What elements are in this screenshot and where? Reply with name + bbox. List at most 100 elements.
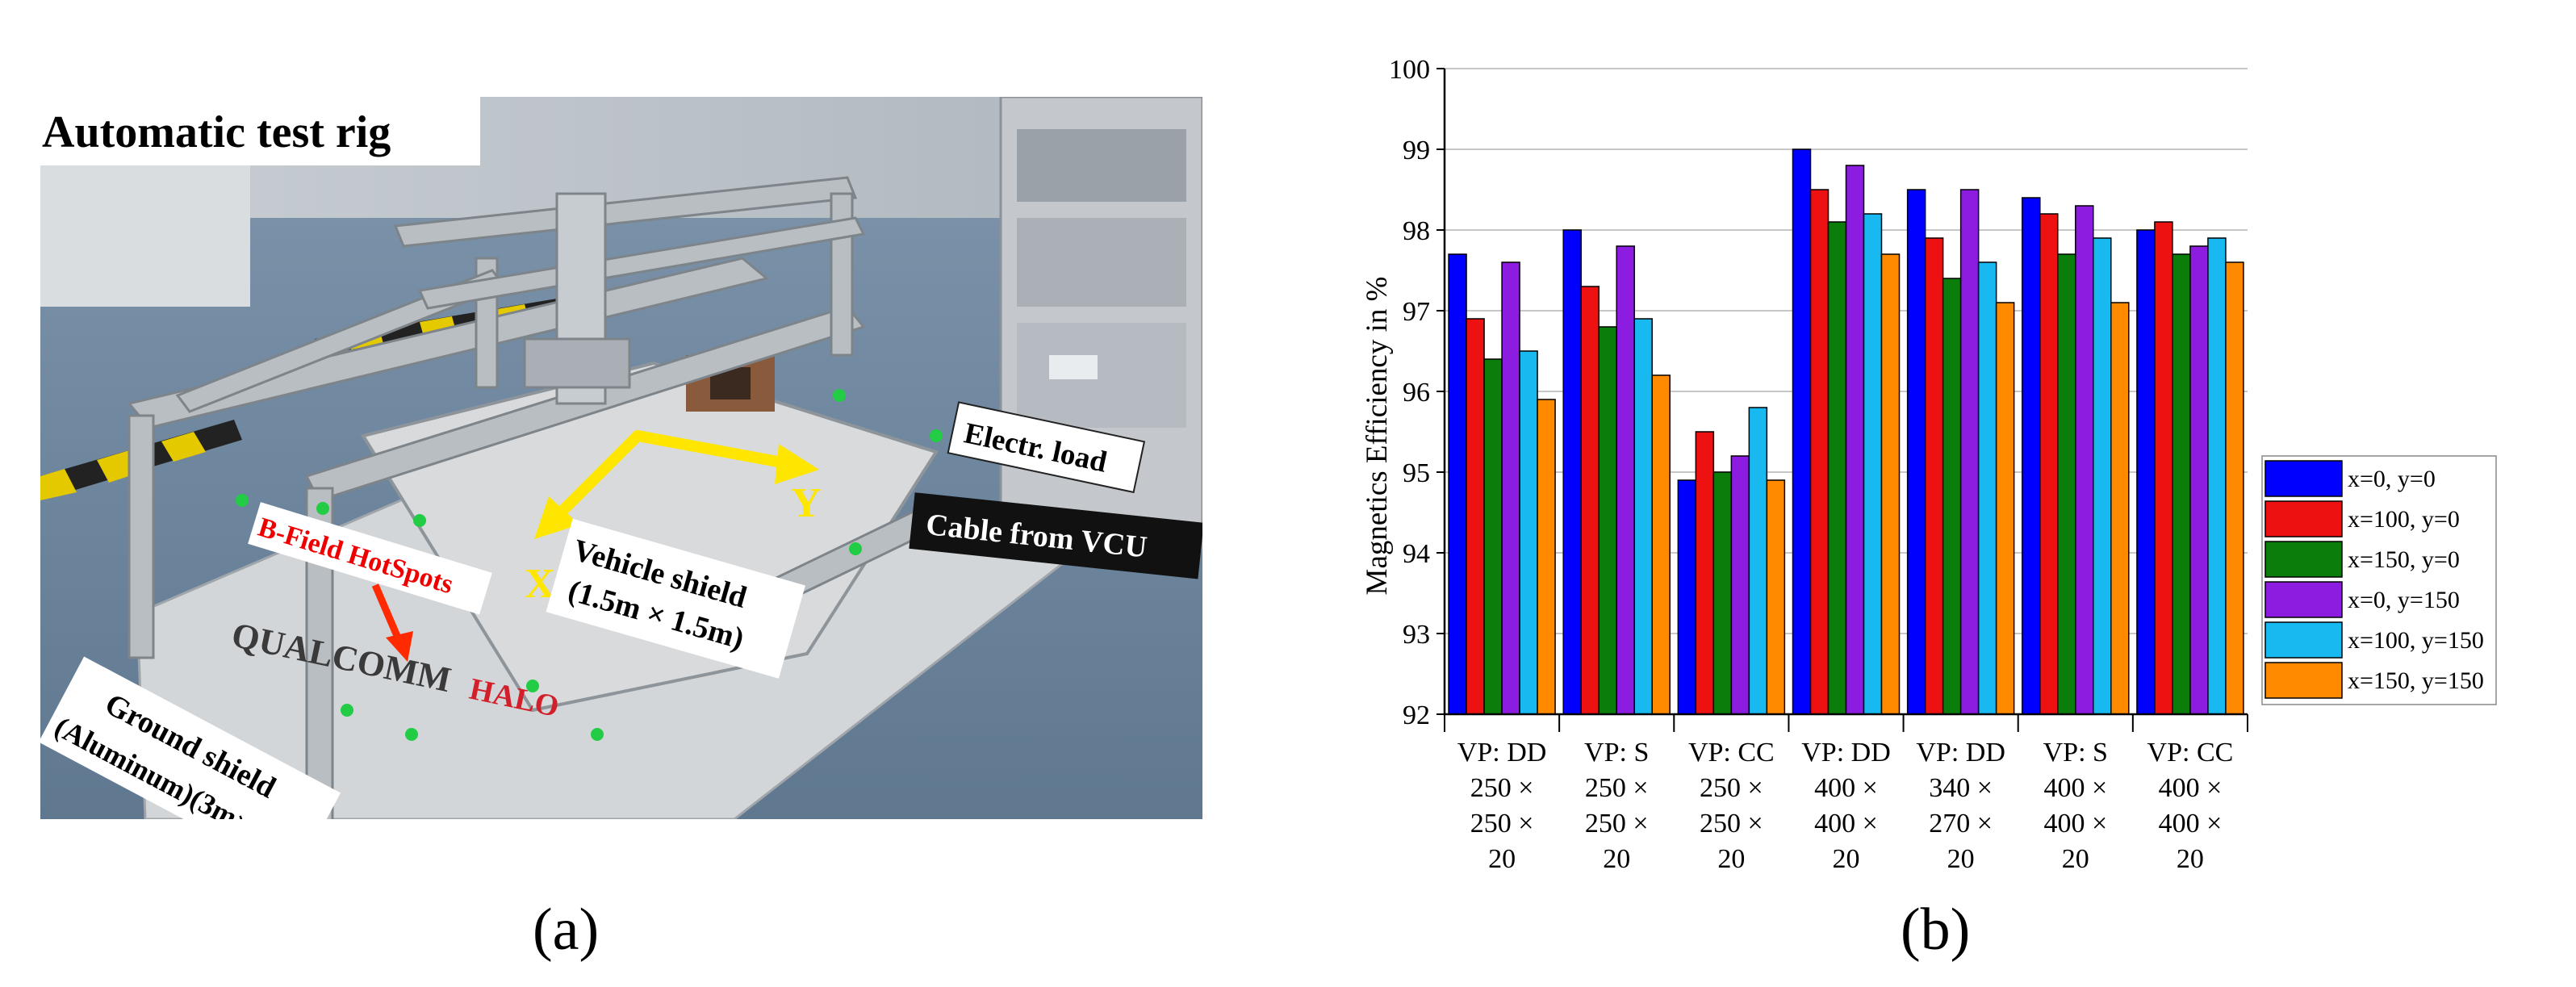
bar [2207,237,2227,715]
bar [1959,189,1980,715]
y-tick-label: 94 [1403,539,1430,569]
y-tick-labels: 92 93 94 95 96 97 98 99 100 [1389,55,1430,730]
bar [1906,189,1926,715]
bar [1712,471,1733,715]
category-label: 400 × [2159,809,2223,839]
axis-y-label: Y [791,480,822,526]
bar [1809,189,1830,715]
bar [1995,302,2015,715]
y-tick-label: 100 [1389,55,1430,85]
category-label: 20 [2177,844,2204,874]
legend: x=0, y=0 x=100, y=0 x=150, y=0 x=0, y=150 x=… [2261,455,2497,705]
panel-label-a: (a) [533,897,600,963]
category-label: 250 × [1585,773,1649,803]
bar [2075,205,2094,715]
category-label: VP: CC [1688,738,1775,767]
y-tick-label: 98 [1403,216,1430,246]
bar [1863,213,1883,715]
y-tick-label: 99 [1403,136,1430,165]
axes [1436,68,2248,732]
bar [2110,302,2130,715]
bars [1448,148,2244,715]
category-label: 400 × [2043,773,2107,803]
y-tick-label: 95 [1403,458,1430,488]
legend-swatch [2264,541,2343,578]
bar [1448,253,1467,715]
category-labels: VP: DD 250 × 250 × 20 VP: S 250 × 250 × 20 VP: C… [1457,738,2234,874]
bar [1537,399,1556,715]
bar [1580,286,1600,715]
y-tick-label: 92 [1403,701,1430,730]
hotspot-arrow [371,583,404,643]
photo-title-box [40,97,480,165]
category-label: VP: CC [2147,738,2234,767]
bar [1792,148,1812,715]
legend-label: x=150, y=150 [2348,667,2484,694]
bar [1827,221,1847,715]
bar [1466,318,1485,715]
photo-title: Automatic test rig [42,107,391,157]
legend-label: x=0, y=0 [2348,466,2436,492]
panel-label-b: (b) [1901,897,1971,963]
legend-label: x=0, y=150 [2348,587,2460,613]
y-arrowhead [775,444,819,484]
legend-swatch [2264,581,2343,618]
cable-callout: Cable from VCU [909,492,1204,579]
category-label: 400 × [2159,773,2223,803]
bar [2154,221,2173,715]
category-label: 340 × [1929,773,1993,803]
bar [2172,253,2191,715]
category-label: 270 × [1929,809,1993,839]
legend-label: x=100, y=0 [2348,506,2460,533]
bar [1616,245,1635,715]
bar [1880,253,1901,715]
bar [1845,165,1865,715]
category-label: VP: DD [1457,738,1547,767]
y-tick-label: 93 [1403,620,1430,650]
legend-swatch [2264,500,2343,537]
legend-label: x=150, y=0 [2348,546,2460,573]
bar [2225,261,2244,715]
bar [1519,350,1538,715]
bar [2136,229,2156,715]
bar [1598,326,1617,715]
category-label: VP: DD [1801,738,1891,767]
y-axis-label: Magnetics Efficiency in % [1361,277,1394,596]
category-label: 400 × [1814,809,1878,839]
category-label: VP: S [2043,738,2108,767]
bar [1483,358,1503,715]
category-label: 250 × [1700,773,1763,803]
category-label: 20 [1603,844,1630,874]
legend-swatch [2264,662,2343,699]
bar [1501,261,1520,715]
bar [1695,431,1715,715]
bar [1562,229,1582,715]
legend-swatch [2264,460,2343,497]
bar [1730,455,1750,715]
bar [2189,245,2209,715]
category-label: 20 [1947,844,1975,874]
bar [2057,253,2076,715]
bar [2022,197,2041,715]
y-tick-label: 96 [1403,378,1430,408]
bar [1924,237,1944,715]
legend-label: x=100, y=150 [2348,627,2484,654]
bar [1677,479,1697,715]
category-label: 400 × [1814,773,1878,803]
bar [1748,407,1768,715]
category-label: 400 × [2043,809,2107,839]
bar [1942,278,1962,715]
bar [1633,318,1653,715]
x-arrowhead [534,496,579,539]
legend-swatch [2264,621,2343,659]
bar [1977,261,1997,715]
xy-axis-arrows [551,430,797,522]
bar [1766,479,1786,715]
category-label: VP: S [1584,738,1649,767]
category-label: 250 × [1470,809,1534,839]
category-label: 250 × [1585,809,1649,839]
bar [2093,237,2112,715]
category-label: 250 × [1700,809,1763,839]
category-label: VP: DD [1916,738,2005,767]
